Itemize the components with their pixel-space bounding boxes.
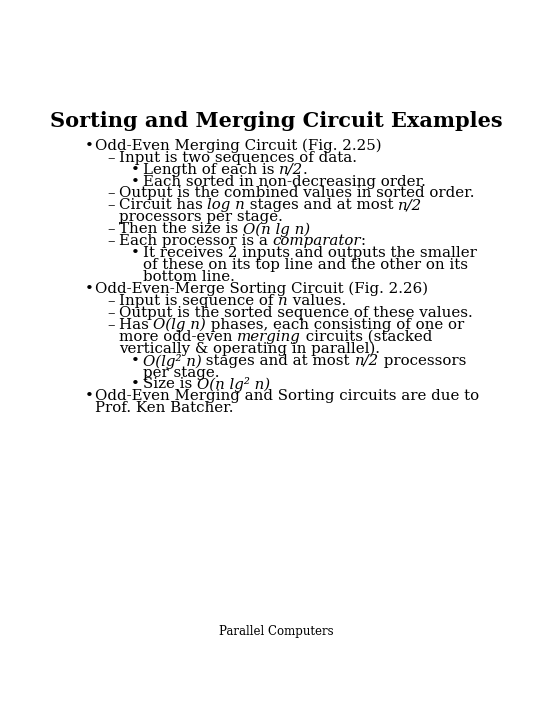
Text: Size is: Size is (143, 377, 197, 392)
Text: Each sorted in non-decreasing order.: Each sorted in non-decreasing order. (143, 174, 426, 189)
Text: •: • (85, 390, 93, 403)
Text: n/2: n/2 (279, 163, 303, 176)
Text: –: – (108, 234, 116, 248)
Text: •: • (131, 246, 140, 260)
Text: .: . (303, 163, 308, 176)
Text: O(n lg n): O(n lg n) (242, 222, 310, 237)
Text: stages and at most: stages and at most (201, 354, 355, 368)
Text: vertically & operating in parallel).: vertically & operating in parallel). (119, 342, 380, 356)
Text: values.: values. (287, 294, 346, 308)
Text: Parallel Computers: Parallel Computers (219, 626, 334, 639)
Text: processors: processors (379, 354, 466, 368)
Text: processors per stage.: processors per stage. (119, 210, 282, 225)
Text: n/2: n/2 (399, 199, 422, 212)
Text: •: • (131, 174, 140, 189)
Text: of these on its top line and the other on its: of these on its top line and the other o… (143, 258, 468, 272)
Text: –: – (108, 294, 116, 308)
Text: Output is the combined values in sorted order.: Output is the combined values in sorted … (119, 186, 474, 200)
Text: Sorting and Merging Circuit Examples: Sorting and Merging Circuit Examples (50, 111, 503, 131)
Text: •: • (85, 282, 93, 296)
Text: •: • (131, 163, 140, 176)
Text: Then the size is: Then the size is (119, 222, 242, 236)
Text: n: n (278, 294, 287, 308)
Text: •: • (85, 139, 93, 153)
Text: •: • (131, 354, 140, 368)
Text: n/2: n/2 (355, 354, 379, 368)
Text: It receives 2 inputs and outputs the smaller: It receives 2 inputs and outputs the sma… (143, 246, 477, 260)
Text: per stage.: per stage. (143, 366, 219, 379)
Text: Odd-Even-Merge Sorting Circuit (Fig. 2.26): Odd-Even-Merge Sorting Circuit (Fig. 2.2… (96, 282, 428, 297)
Text: Circuit has: Circuit has (119, 199, 207, 212)
Text: O(lg n): O(lg n) (153, 318, 206, 332)
Text: bottom line.: bottom line. (143, 270, 234, 284)
Text: Each processor is a: Each processor is a (119, 234, 272, 248)
Text: Prof. Ken Batcher.: Prof. Ken Batcher. (96, 401, 234, 415)
Text: phases, each consisting of one or: phases, each consisting of one or (206, 318, 464, 332)
Text: more odd-even: more odd-even (119, 330, 237, 343)
Text: log n: log n (207, 199, 245, 212)
Text: Output is the sorted sequence of these values.: Output is the sorted sequence of these v… (119, 306, 472, 320)
Text: :: : (361, 234, 366, 248)
Text: O(n lg² n): O(n lg² n) (197, 377, 270, 392)
Text: –: – (108, 150, 116, 165)
Text: merging: merging (237, 330, 301, 343)
Text: –: – (108, 318, 116, 332)
Text: –: – (108, 222, 116, 236)
Text: stages and at most: stages and at most (245, 199, 399, 212)
Text: Odd-Even Merging Circuit (Fig. 2.25): Odd-Even Merging Circuit (Fig. 2.25) (96, 139, 382, 153)
Text: Length of each is: Length of each is (143, 163, 279, 176)
Text: circuits (stacked: circuits (stacked (301, 330, 432, 343)
Text: Input is sequence of: Input is sequence of (119, 294, 278, 308)
Text: –: – (108, 186, 116, 200)
Text: comparator: comparator (272, 234, 361, 248)
Text: O(lg² n): O(lg² n) (143, 354, 201, 369)
Text: Odd-Even Merging and Sorting circuits are due to: Odd-Even Merging and Sorting circuits ar… (96, 390, 480, 403)
Text: Input is two sequences of data.: Input is two sequences of data. (119, 150, 356, 165)
Text: Has: Has (119, 318, 153, 332)
Text: •: • (131, 377, 140, 392)
Text: –: – (108, 306, 116, 320)
Text: –: – (108, 199, 116, 212)
